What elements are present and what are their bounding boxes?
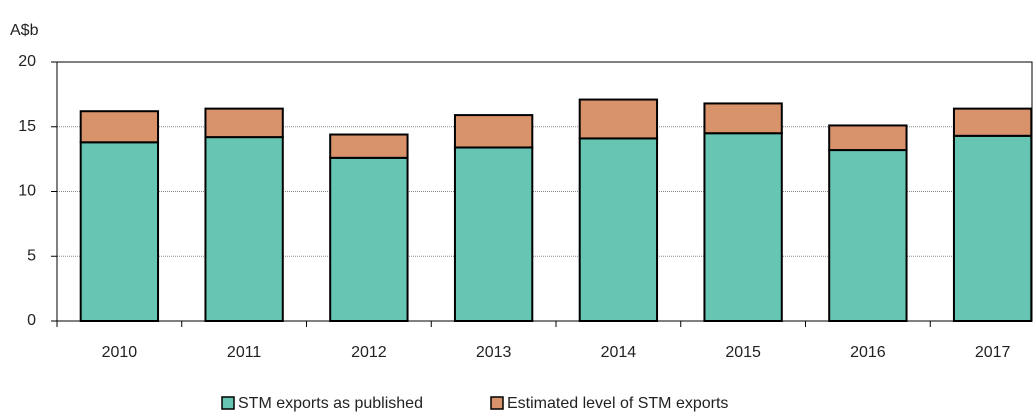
- bar-segment: [79, 110, 160, 144]
- bar-segment: [329, 156, 409, 322]
- plot-frame: [56, 61, 1033, 322]
- bar-segment: [578, 137, 659, 322]
- bar-segment: [952, 134, 1033, 322]
- bar-segment: [828, 149, 908, 322]
- bar-segment: [703, 132, 783, 322]
- y-tick-label: 10: [18, 183, 36, 200]
- x-tick-label: 2017: [975, 344, 1011, 361]
- y-axis-label: A$b: [10, 22, 39, 39]
- bar-segment: [204, 136, 284, 322]
- legend-label: Estimated level of STM exports: [507, 395, 728, 412]
- legend-swatch: [490, 396, 504, 410]
- bar-segment: [703, 102, 783, 135]
- x-tick-label: 2012: [351, 344, 387, 361]
- bar-segment: [453, 146, 534, 322]
- bar-segment: [952, 107, 1033, 137]
- bar-segment: [329, 133, 409, 159]
- x-tick-label: 2016: [850, 344, 886, 361]
- bar-segment: [828, 124, 908, 152]
- legend-label: STM exports as published: [238, 395, 423, 412]
- legend-swatch: [221, 396, 235, 410]
- bar-segment: [204, 107, 284, 139]
- y-tick-label: 20: [18, 53, 36, 70]
- x-tick-label: 2014: [601, 344, 637, 361]
- y-tick-label: 0: [27, 312, 36, 329]
- x-tick-label: 2010: [102, 344, 138, 361]
- x-tick-label: 2013: [476, 344, 512, 361]
- y-tick-label: 15: [18, 118, 36, 135]
- bar-segment: [79, 141, 160, 322]
- bar-segment: [578, 98, 659, 140]
- x-tick-label: 2011: [227, 344, 262, 361]
- x-tick-label: 2015: [725, 344, 761, 361]
- y-tick-label: 5: [27, 247, 36, 264]
- bar-segment: [453, 114, 534, 149]
